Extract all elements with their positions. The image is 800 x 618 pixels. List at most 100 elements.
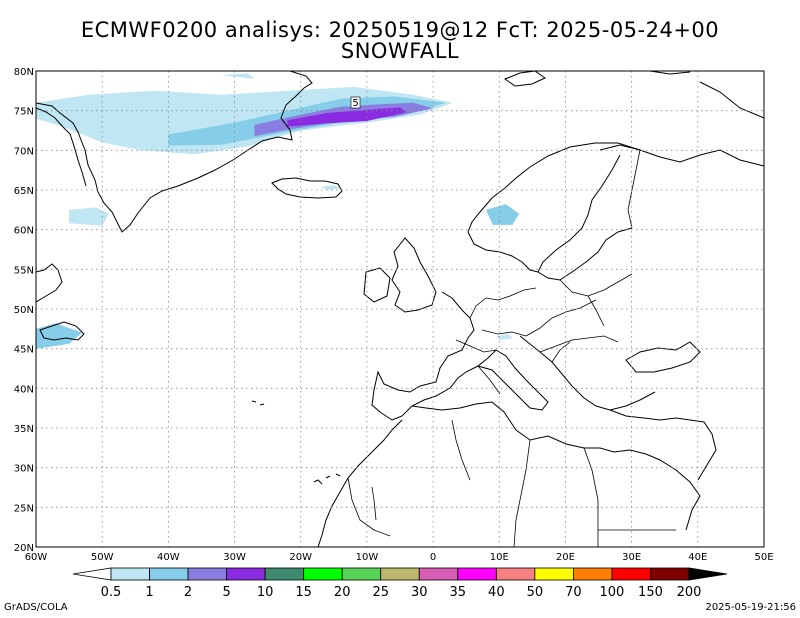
lon-label: 60W — [25, 552, 48, 563]
colorbar-swatch — [149, 567, 189, 581]
colorbar-swatch — [226, 567, 266, 581]
colorbar-swatch — [187, 567, 227, 581]
lat-label: 75N — [14, 107, 34, 118]
colorbar-label: 2 — [184, 585, 192, 600]
sweden-finland-coast — [537, 154, 621, 273]
newfoundland-coast — [39, 321, 85, 341]
colorbar-swatch — [303, 567, 343, 581]
ireland-coast — [363, 267, 391, 303]
colorbar-label: 100 — [600, 585, 625, 600]
lat-label: 50N — [14, 305, 34, 316]
colorbar-swatch — [495, 567, 536, 581]
norway-south-coast — [467, 231, 539, 273]
grid-lines — [36, 71, 764, 547]
snow-area-0.5-2 — [221, 73, 255, 79]
lat-label: 25N — [14, 503, 34, 514]
colorbar-label: 10 — [257, 585, 274, 600]
plot-frame — [35, 70, 765, 548]
contour-labels: 5 — [350, 96, 361, 109]
colorbar-swatch — [457, 567, 497, 581]
snow-area-5-5 — [287, 107, 407, 127]
colorbar-label: 200 — [677, 585, 702, 600]
snow-area-0.5-9 — [496, 334, 513, 340]
colorbar-label: 1 — [145, 585, 153, 600]
colorbar-swatch — [611, 567, 651, 581]
colorbar-swatch — [534, 567, 574, 581]
north-africa-med-coast — [411, 401, 701, 531]
lon-label: 0 — [430, 552, 436, 563]
longitude-labels: 60W 50W 40W 30W 20W 10W 0 10E 20E 30E 40E 50E — [25, 552, 774, 563]
map-title: ECMWF0200 analisys: 20250519@12 FcT: 202… — [80, 18, 720, 42]
lon-label: 30E — [622, 552, 641, 563]
colorbar-swatch — [573, 567, 613, 581]
canary-islands — [313, 473, 341, 485]
lat-label: 60N — [14, 226, 34, 237]
lon-label: 50E — [754, 552, 773, 563]
footer-timestamp: 2025-05-19-21:56 — [705, 602, 796, 613]
colorbar-label: 50 — [527, 585, 544, 600]
lon-label: 10W — [356, 552, 379, 563]
lat-label: 65N — [14, 186, 34, 197]
lon-label: 50W — [91, 552, 114, 563]
colorbar-label: 15 — [295, 585, 312, 600]
colorbar-label: 0.5 — [101, 585, 122, 600]
norway-coast — [467, 142, 641, 233]
greenland-coast — [36, 71, 313, 233]
lon-label: 10E — [490, 552, 509, 563]
greenland-coast-west — [36, 107, 87, 187]
colorbar-label: 30 — [411, 585, 428, 600]
colorbar-label: 150 — [638, 585, 663, 600]
colorbar-label: 40 — [488, 585, 505, 600]
contour-label: 5 — [352, 98, 358, 109]
lat-label: 55N — [14, 265, 34, 276]
colorbar-label: 20 — [334, 585, 351, 600]
colorbar-swatch — [650, 567, 690, 581]
latitude-labels: 20N 25N 30N 35N 40N 45N 50N 55N 60N 65N 70N 75N 80N — [14, 67, 34, 554]
country-borders — [347, 149, 676, 547]
map-subtitle: SNOWFALL — [340, 39, 460, 63]
colorbar: 0.5 1 2 5 10 15 20 25 30 35 40 50 70 100 150 200 — [72, 567, 728, 600]
lon-label: 40E — [688, 552, 707, 563]
svalbard-coast — [503, 71, 546, 87]
iceland-coast — [271, 177, 343, 199]
lat-label: 45N — [14, 345, 34, 356]
colorbar-label: 35 — [450, 585, 467, 600]
snow-area-0.5-8 — [320, 185, 341, 190]
black-sea-coast — [625, 341, 701, 373]
colorbar-swatch — [341, 567, 382, 581]
colorbar-label: 5 — [222, 585, 230, 600]
lat-label: 40N — [14, 384, 34, 395]
colorbar-swatch — [418, 567, 459, 581]
colorbar-swatch — [264, 567, 305, 581]
lat-label: 80N — [14, 67, 34, 78]
colorbar-label: 25 — [372, 585, 389, 600]
azores-islands — [251, 400, 265, 406]
snow-area-0.5-6 — [36, 323, 83, 349]
baltic-coast — [537, 227, 633, 281]
colorbar-swatch — [380, 567, 420, 581]
snow-area-0.5-1 — [69, 207, 109, 226]
britain-coast — [391, 237, 437, 313]
colorbar-over-arrow — [688, 567, 728, 581]
lat-label: 20N — [14, 543, 34, 554]
lon-label: 20W — [289, 552, 312, 563]
lon-label: 30W — [223, 552, 246, 563]
colorbar-label: 70 — [565, 585, 582, 600]
arctic-russia-coast — [699, 81, 764, 119]
russia-north-coast — [599, 144, 764, 167]
footer-software: GrADS/COLA — [4, 602, 68, 613]
lat-label: 70N — [14, 146, 34, 157]
snow-area-1-7 — [486, 204, 520, 225]
europe-west-coast — [371, 291, 479, 421]
coastlines — [36, 71, 764, 547]
lon-label: 40W — [157, 552, 180, 563]
lon-label: 20E — [556, 552, 575, 563]
snowfall-shading — [36, 73, 520, 349]
levant-coast — [697, 449, 717, 481]
lat-label: 35N — [14, 424, 34, 435]
colorbar-under-arrow — [72, 567, 112, 581]
canada-coast — [36, 263, 63, 303]
colorbar-swatch — [110, 567, 150, 581]
franz-josef-coast — [649, 71, 691, 75]
